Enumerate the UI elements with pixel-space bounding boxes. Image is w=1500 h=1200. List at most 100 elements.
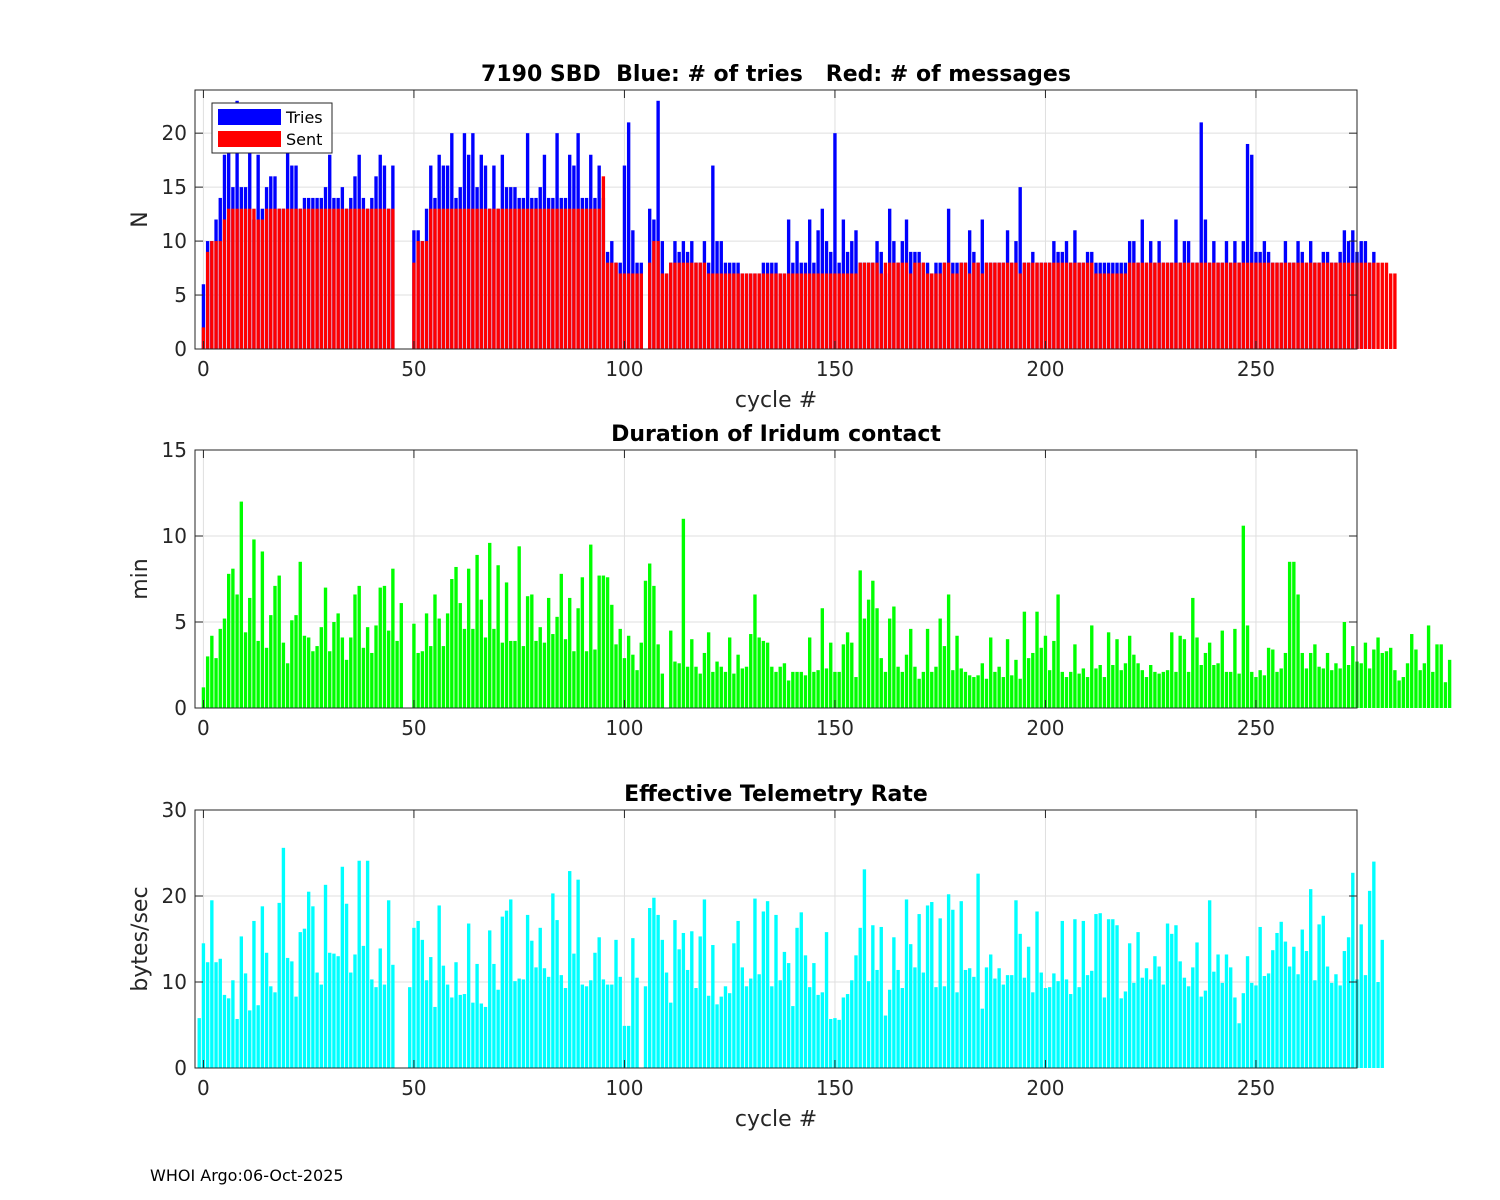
bar-sent (344, 208, 349, 349)
y-tick-label: 0 (174, 337, 187, 361)
bar-duration (1439, 644, 1443, 708)
bar-duration (1422, 663, 1427, 708)
bar-duration (1283, 652, 1288, 708)
bar-sent (563, 208, 568, 349)
bar-rate (690, 931, 694, 1068)
chart-title: 7190 SBD Blue: # of tries Red: # of mess… (481, 62, 1071, 87)
bar-sent (803, 273, 808, 349)
bar-duration (509, 640, 513, 708)
bar-rate (942, 986, 947, 1068)
y-tick-label: 10 (162, 970, 187, 994)
bar-rate (584, 986, 589, 1068)
bar-rate (816, 994, 820, 1068)
bar-duration (1405, 663, 1410, 708)
bar-duration (1309, 652, 1313, 708)
bar-duration (551, 634, 555, 708)
bar-sent (576, 208, 580, 349)
bar-duration (1435, 644, 1439, 708)
bar-rate (1170, 933, 1174, 1068)
bar-sent (332, 208, 336, 349)
bar-sent (429, 208, 433, 349)
bar-sent (479, 208, 483, 349)
bar-duration (782, 663, 787, 708)
bar-rate (1338, 985, 1342, 1068)
bar-duration (900, 671, 904, 708)
bar-duration (829, 642, 833, 708)
bar-sent (706, 273, 711, 349)
x-tick-label: 200 (1026, 716, 1064, 740)
bar-sent (222, 219, 227, 349)
bar-sent (639, 273, 643, 349)
bar-sent (370, 208, 374, 349)
bar-duration (445, 613, 450, 708)
bar-sent (462, 208, 467, 349)
bar-duration (1241, 525, 1246, 708)
bar-rate (281, 847, 286, 1068)
bar-duration (1426, 625, 1431, 708)
bar-duration (395, 640, 399, 708)
bar-rate (1266, 973, 1271, 1068)
bar-duration (1153, 671, 1157, 708)
bar-sent (1186, 262, 1191, 349)
bar-duration (938, 618, 942, 708)
bar-sent (942, 262, 947, 349)
x-tick-label: 0 (197, 716, 210, 740)
bar-rate (605, 984, 610, 1068)
bar-tries (626, 122, 631, 350)
bar-duration (1287, 561, 1292, 708)
bar-duration (816, 670, 820, 708)
bar-duration (1233, 628, 1237, 708)
bar-sent (778, 273, 782, 349)
bar-sent (1287, 262, 1292, 349)
bar-sent (913, 262, 917, 349)
bar-duration (1245, 625, 1250, 708)
bar-sent (1363, 262, 1368, 349)
bar-rate (778, 980, 782, 1068)
bar-duration (824, 668, 829, 708)
bar-rate (1085, 975, 1090, 1068)
bar-sent (218, 241, 222, 349)
bar-sent (967, 273, 972, 349)
bar-duration (1199, 665, 1203, 708)
bar-rate (799, 912, 803, 1068)
bar-rate (285, 957, 290, 1068)
bar-duration (1300, 652, 1304, 708)
bar-sent (1283, 262, 1288, 349)
bar-duration (311, 651, 315, 708)
bar-duration (677, 663, 681, 708)
bar-duration (1136, 663, 1140, 708)
bar-duration (736, 654, 740, 708)
bar-sent (1258, 262, 1262, 349)
bar-rate (837, 1019, 841, 1068)
bar-rate (723, 986, 728, 1068)
bar-rate (311, 906, 315, 1068)
bar-duration (1165, 670, 1170, 708)
bar-rate (504, 910, 509, 1068)
bar-rate (601, 979, 606, 1068)
bar-rate (1304, 951, 1309, 1068)
bar-rate (568, 871, 572, 1068)
bar-sent (1111, 273, 1115, 349)
bar-rate (946, 894, 951, 1068)
y-tick-label: 20 (162, 121, 187, 145)
bar-duration (349, 637, 353, 708)
bar-duration (1119, 670, 1123, 708)
bar-sent (605, 262, 610, 349)
bar-rate (416, 920, 420, 1068)
bar-rate (365, 860, 370, 1068)
x-tick-label: 100 (605, 716, 643, 740)
bar-rate (386, 900, 391, 1068)
bar-rate (845, 994, 850, 1068)
bar-sent (534, 208, 538, 349)
bar-rate (306, 891, 311, 1068)
bar-sent (1224, 262, 1229, 349)
axes-frame (194, 449, 1358, 709)
bar-duration (1384, 651, 1389, 708)
bar-rate (989, 954, 993, 1068)
bar-rate (669, 1002, 673, 1068)
bar-rate (749, 978, 753, 1068)
bar-duration (1149, 665, 1153, 708)
bar-sent (1279, 262, 1283, 349)
bar-duration (365, 627, 370, 708)
bar-duration (841, 644, 846, 708)
